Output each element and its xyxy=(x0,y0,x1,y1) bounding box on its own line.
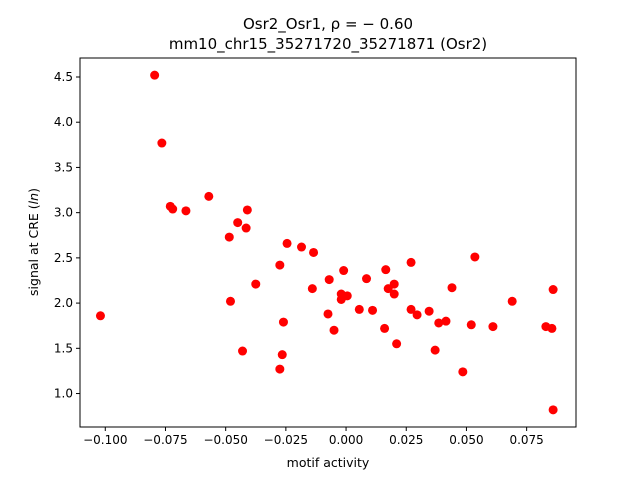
y-tick-label: 4.0 xyxy=(54,115,73,129)
data-point xyxy=(368,305,378,315)
x-tick-label: −0.050 xyxy=(203,433,247,447)
x-axis-label: motif activity xyxy=(287,455,370,470)
data-point xyxy=(380,323,390,333)
data-point xyxy=(507,296,517,306)
data-point xyxy=(389,279,399,289)
data-point xyxy=(275,364,285,374)
x-tick-label: −0.075 xyxy=(143,433,187,447)
data-point xyxy=(181,206,191,216)
data-point xyxy=(168,204,178,214)
data-point xyxy=(362,274,372,284)
data-point xyxy=(339,266,349,276)
chart-title-line2: mm10_chr15_35271720_35271871 (Osr2) xyxy=(169,35,487,54)
data-points xyxy=(95,70,558,415)
y-tick-label: 1.0 xyxy=(54,387,73,401)
data-point xyxy=(458,367,468,377)
data-point xyxy=(354,304,364,314)
data-point xyxy=(241,223,251,233)
data-point xyxy=(466,320,476,330)
chart-title-line1: Osr2_Osr1, ρ = − 0.60 xyxy=(243,15,413,34)
y-tick-label: 4.5 xyxy=(54,70,73,84)
data-point xyxy=(251,279,261,289)
x-tick-label: −0.025 xyxy=(264,433,308,447)
data-point xyxy=(224,232,234,242)
data-point xyxy=(95,311,105,321)
data-point xyxy=(323,309,333,319)
data-point xyxy=(307,284,317,294)
data-point xyxy=(488,322,498,332)
data-point xyxy=(470,252,480,262)
data-point xyxy=(309,247,319,257)
data-point xyxy=(282,238,292,248)
y-tick-label: 2.0 xyxy=(54,296,73,310)
data-point xyxy=(412,310,422,320)
data-point xyxy=(204,191,214,201)
data-point xyxy=(225,296,235,306)
y-axis-ticks: 1.0 1.5 2.0 2.5 3.0 3.5 4.0 4.5 xyxy=(54,70,80,401)
plot-area-frame xyxy=(79,57,577,428)
x-tick-label: −0.100 xyxy=(83,433,127,447)
data-point xyxy=(233,218,243,228)
y-tick-label: 2.5 xyxy=(54,251,73,265)
data-point xyxy=(424,306,434,316)
data-point xyxy=(392,339,402,349)
data-point xyxy=(277,350,287,360)
x-axis-ticks: −0.100 −0.075 −0.050 −0.025 0.000 0.025 0.050 0… xyxy=(83,427,544,447)
data-point xyxy=(238,346,248,356)
y-tick-label: 3.5 xyxy=(54,160,73,174)
data-point xyxy=(406,257,416,267)
x-tick-label: 0.000 xyxy=(329,433,363,447)
data-point xyxy=(297,242,307,252)
data-point xyxy=(275,260,285,270)
y-tick-label: 1.5 xyxy=(54,341,73,355)
data-point xyxy=(434,318,444,328)
data-point xyxy=(150,70,160,80)
data-point xyxy=(389,289,399,299)
data-point xyxy=(381,265,391,275)
data-point xyxy=(157,138,167,148)
x-tick-label: 0.075 xyxy=(509,433,543,447)
data-point xyxy=(548,285,558,295)
x-tick-label: 0.025 xyxy=(389,433,423,447)
data-point xyxy=(242,205,252,215)
data-point xyxy=(447,283,457,293)
data-point xyxy=(430,345,440,355)
data-point xyxy=(278,317,288,327)
data-point xyxy=(547,323,557,333)
data-point xyxy=(441,316,451,326)
y-axis-label: signal at CRE (ln) xyxy=(26,188,41,296)
y-tick-label: 3.0 xyxy=(54,206,73,220)
data-point xyxy=(329,325,339,335)
data-point xyxy=(406,304,416,314)
data-point xyxy=(324,275,334,285)
x-tick-label: 0.050 xyxy=(449,433,483,447)
data-point xyxy=(548,405,558,415)
data-point xyxy=(342,291,352,301)
